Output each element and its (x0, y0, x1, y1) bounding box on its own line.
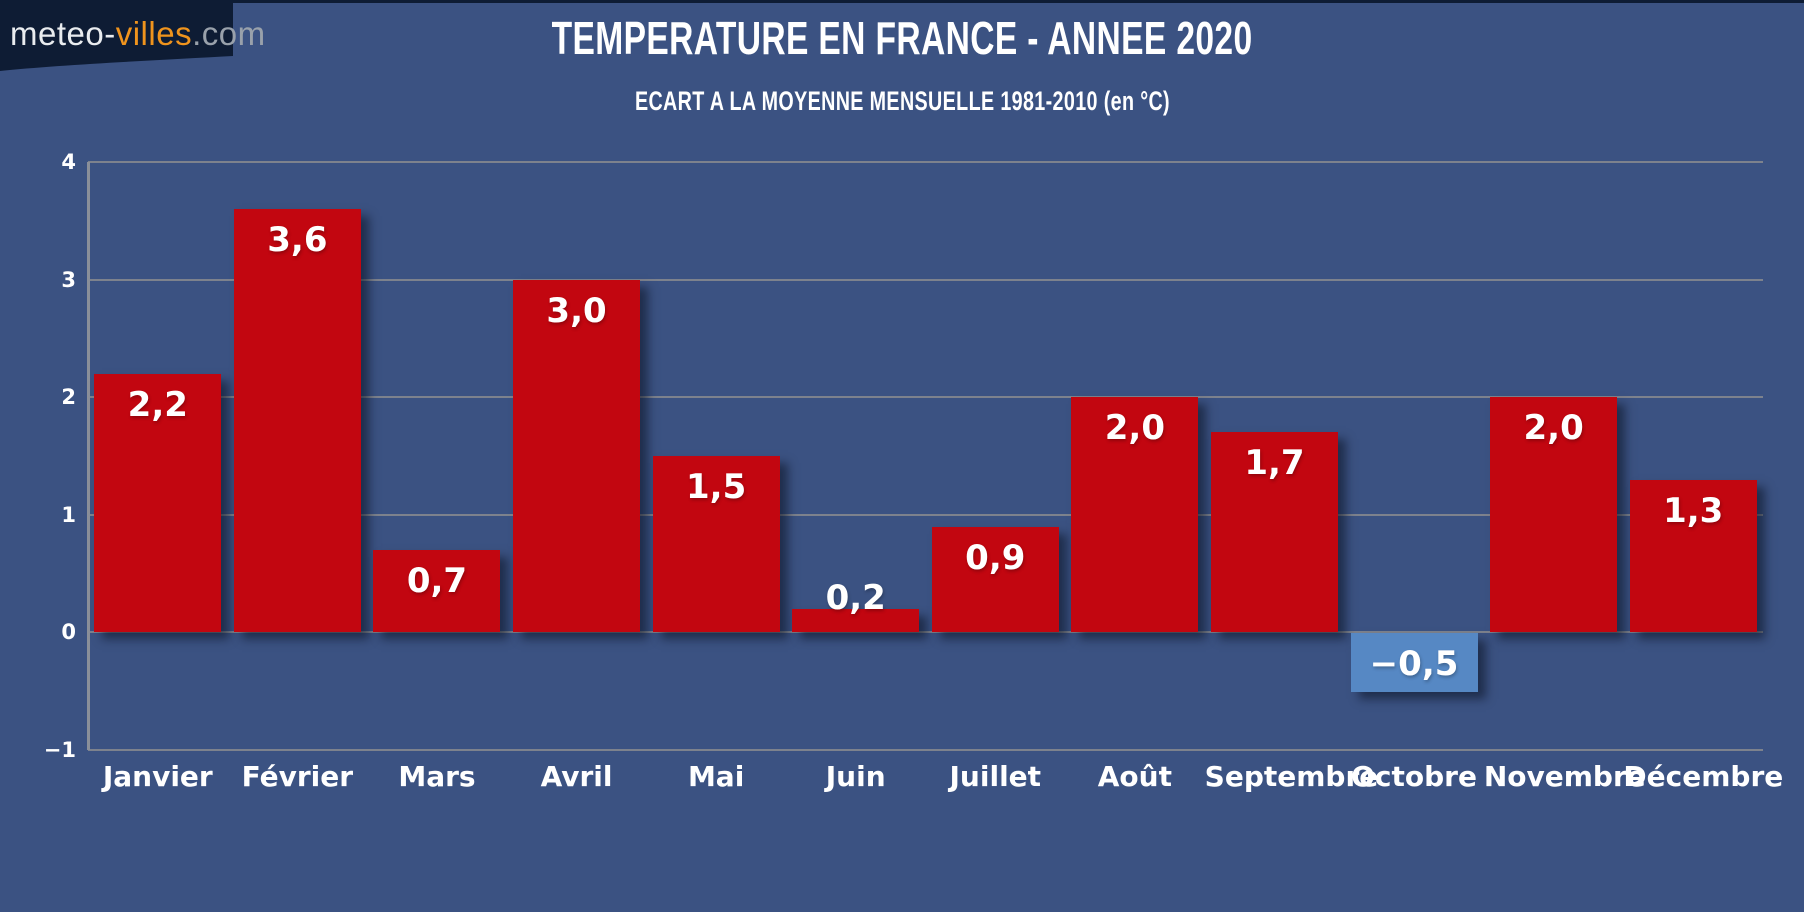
month-label: Avril (540, 760, 613, 793)
y-tick-label: 1 (61, 502, 76, 527)
y-tick-label: 0 (61, 620, 76, 645)
y-tick-label: 2 (61, 385, 76, 410)
top-border (0, 0, 1804, 3)
bar (1490, 397, 1618, 633)
logo-background-shape (0, 0, 233, 71)
bar-value-label: 2,0 (1104, 408, 1165, 449)
chart-subtitle: ECART A LA MOYENNE MENSUELLE 1981-2010 (… (0, 84, 1804, 118)
y-tick-label: 3 (61, 267, 76, 292)
logo-text-com: .com (192, 15, 266, 52)
month-label: Octobre (1351, 760, 1477, 793)
month-label: Août (1097, 760, 1172, 793)
bar-value-label: 3,0 (546, 290, 607, 331)
gridline (88, 631, 1763, 634)
bar-value-label: 0,7 (406, 561, 468, 602)
bar (94, 373, 222, 633)
chart-title: TEMPERATURE EN FRANCE - ANNEE 2020 (0, 10, 1804, 66)
month-label: Décembre (1623, 760, 1784, 793)
y-tick-label: 4 (61, 150, 76, 174)
month-label: Mai (687, 760, 745, 793)
logo-text-villes: villes (115, 15, 193, 52)
logo-text-meteo: meteo- (10, 15, 116, 52)
y-tick-label: −1 (43, 738, 76, 762)
bar-value-label: 3,6 (267, 220, 328, 261)
logo-text: meteo-villes.com (10, 15, 266, 53)
month-label: Janvier (102, 760, 213, 793)
gridline (88, 396, 1763, 399)
bar (1629, 479, 1757, 633)
bar-value-label: 1,3 (1663, 490, 1724, 531)
bar (233, 209, 361, 633)
gridline (88, 278, 1763, 281)
month-label: Juillet (949, 760, 1042, 793)
month-label: Février (241, 760, 354, 793)
chart-subtitle-text: ECART A LA MOYENNE MENSUELLE 1981-2010 (… (634, 86, 1170, 116)
bar-value-label: 0,2 (825, 577, 886, 618)
bar (513, 279, 641, 633)
bar-value-label: 2,0 (1523, 408, 1584, 449)
bar-value-label: 2,2 (127, 384, 188, 425)
month-label: Septembre (1204, 760, 1379, 793)
chart-title-text: TEMPERATURE EN FRANCE - ANNEE 2020 (551, 12, 1253, 64)
bar (931, 526, 1059, 633)
bar-value-label: 1,5 (686, 467, 747, 507)
gridline (88, 749, 1763, 751)
bar-value-label: −0,5 (1369, 644, 1459, 685)
bar (1350, 633, 1478, 693)
month-label: Novembre (1483, 760, 1646, 793)
y-axis-line (87, 162, 90, 750)
bar (792, 608, 920, 633)
month-label: Juin (825, 760, 886, 793)
logo: meteo-villes.com (0, 0, 265, 78)
month-label: Mars (398, 760, 476, 793)
bar (652, 456, 780, 633)
bar (373, 550, 501, 633)
bar-value-label: 1,7 (1244, 443, 1305, 484)
gridline (88, 513, 1763, 516)
bar (1210, 432, 1338, 633)
gridline (88, 161, 1763, 163)
bar (1071, 397, 1199, 633)
bar-value-label: 0,9 (965, 537, 1026, 578)
